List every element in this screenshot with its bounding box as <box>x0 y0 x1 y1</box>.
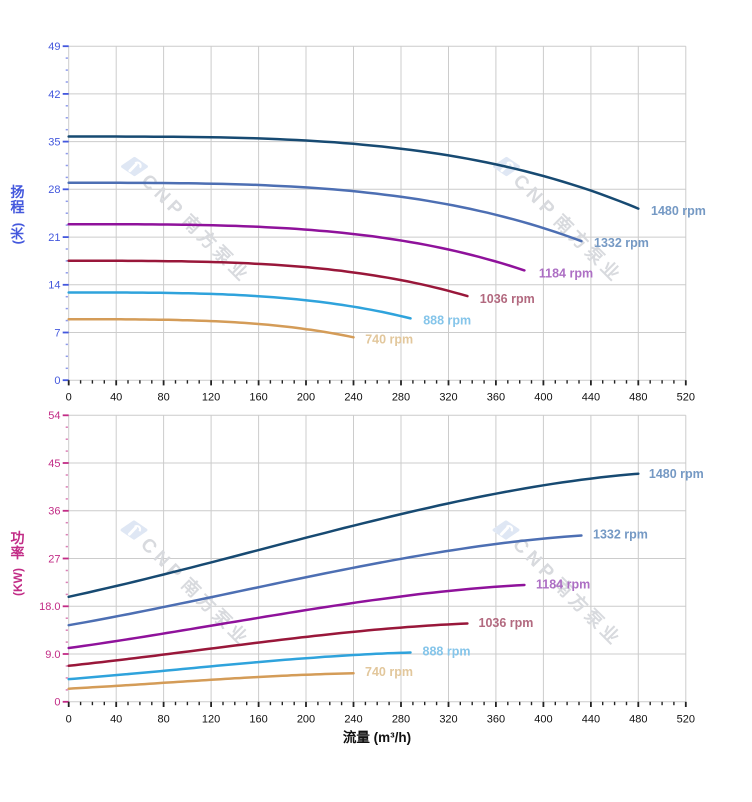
svg-text:200: 200 <box>297 392 315 404</box>
svg-text:(KW): (KW) <box>11 568 25 596</box>
svg-text:280: 280 <box>392 713 410 725</box>
svg-text:80: 80 <box>157 392 169 404</box>
svg-text:160: 160 <box>249 392 267 404</box>
svg-text:0: 0 <box>66 392 72 404</box>
svg-text:42: 42 <box>48 89 60 101</box>
svg-text:扬: 扬 <box>11 184 25 200</box>
svg-text:45: 45 <box>48 458 60 470</box>
svg-text:240: 240 <box>344 713 362 725</box>
svg-text:480: 480 <box>629 392 647 404</box>
svg-text:14: 14 <box>48 280 60 292</box>
svg-text:1036 rpm: 1036 rpm <box>479 616 534 630</box>
svg-text:1184 rpm: 1184 rpm <box>536 577 590 591</box>
svg-text:200: 200 <box>297 713 315 725</box>
svg-text:80: 80 <box>157 713 169 725</box>
svg-text:流量 (m³/h): 流量 (m³/h) <box>343 729 411 745</box>
svg-text:1332 rpm: 1332 rpm <box>593 527 648 541</box>
svg-text:28: 28 <box>48 184 60 196</box>
svg-text:480: 480 <box>629 713 647 725</box>
svg-text:54: 54 <box>48 410 60 422</box>
svg-text:320: 320 <box>439 392 457 404</box>
svg-text:程: 程 <box>11 199 25 215</box>
svg-text:740 rpm: 740 rpm <box>365 332 413 346</box>
svg-text:36: 36 <box>48 506 60 518</box>
svg-text:18.0: 18.0 <box>39 601 60 613</box>
svg-text:1480 rpm: 1480 rpm <box>649 467 704 481</box>
svg-text:440: 440 <box>582 392 600 404</box>
svg-text:888 rpm: 888 rpm <box>423 314 471 328</box>
svg-text:400: 400 <box>534 713 552 725</box>
svg-text:0: 0 <box>66 713 72 725</box>
svg-text:240: 240 <box>344 392 362 404</box>
svg-text:1184 rpm: 1184 rpm <box>539 266 593 280</box>
svg-text:360: 360 <box>487 713 505 725</box>
svg-text:1036 rpm: 1036 rpm <box>480 292 535 306</box>
svg-text:280: 280 <box>392 392 410 404</box>
svg-text:360: 360 <box>487 392 505 404</box>
svg-text:功: 功 <box>11 530 25 546</box>
svg-text:160: 160 <box>249 713 267 725</box>
svg-text:49: 49 <box>48 41 60 53</box>
svg-text:35: 35 <box>48 137 60 149</box>
svg-text:40: 40 <box>110 392 122 404</box>
svg-text:9.0: 9.0 <box>45 649 60 661</box>
svg-text:1332 rpm: 1332 rpm <box>594 236 649 250</box>
svg-text:0: 0 <box>54 375 60 387</box>
svg-text:520: 520 <box>677 392 695 404</box>
svg-text:120: 120 <box>202 392 220 404</box>
svg-text:888 rpm: 888 rpm <box>423 644 471 658</box>
svg-text:400: 400 <box>534 392 552 404</box>
svg-text:(米): (米) <box>10 223 25 245</box>
svg-text:0: 0 <box>54 697 60 709</box>
svg-text:1480 rpm: 1480 rpm <box>651 204 706 218</box>
svg-text:7: 7 <box>54 327 60 339</box>
svg-text:740 rpm: 740 rpm <box>365 665 413 679</box>
svg-text:27: 27 <box>48 553 60 565</box>
svg-text:40: 40 <box>110 713 122 725</box>
svg-text:120: 120 <box>202 713 220 725</box>
svg-text:520: 520 <box>677 713 695 725</box>
svg-text:21: 21 <box>48 232 60 244</box>
svg-text:440: 440 <box>582 713 600 725</box>
svg-text:率: 率 <box>11 545 25 561</box>
svg-text:320: 320 <box>439 713 457 725</box>
